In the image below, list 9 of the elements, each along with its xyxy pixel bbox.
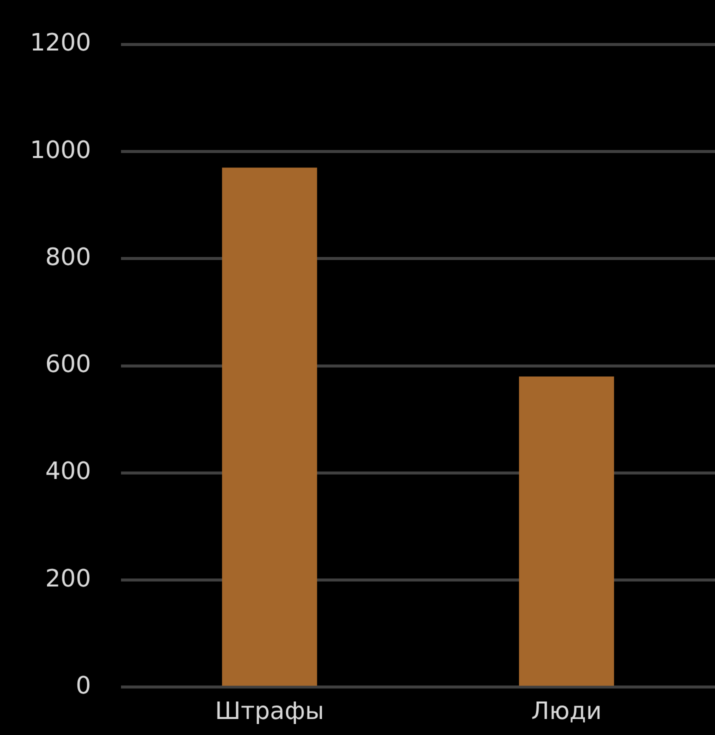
y-tick-label: 800 — [45, 242, 92, 271]
y-tick-label: 400 — [45, 457, 92, 486]
y-tick-label: 1200 — [30, 28, 92, 57]
y-tick-label: 600 — [45, 350, 92, 378]
y-tick-label: 0 — [76, 671, 92, 700]
x-tick-label: Штрафы — [215, 696, 324, 725]
x-tick-label: Люди — [531, 696, 602, 725]
y-tick-label: 1000 — [30, 136, 92, 164]
y-tick-label: 200 — [45, 564, 92, 592]
